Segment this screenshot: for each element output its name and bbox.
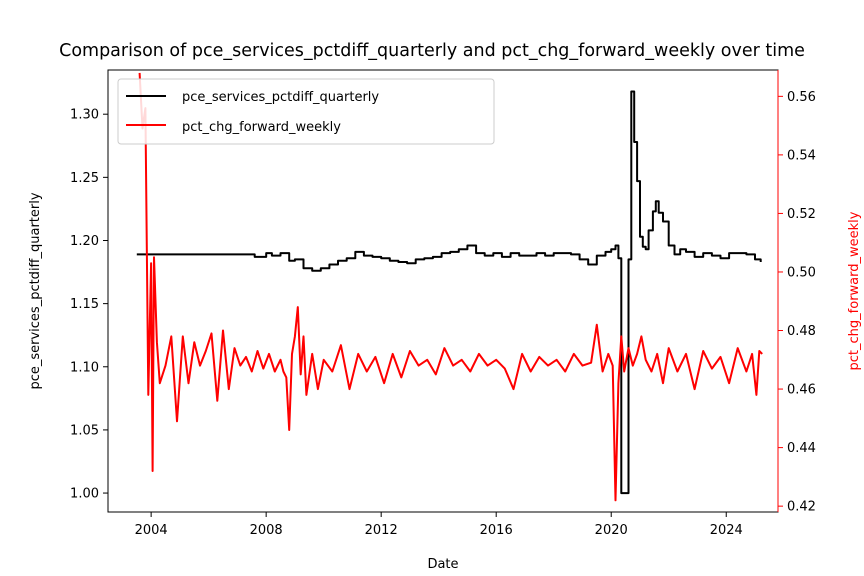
right-y-tick-label: 0.52	[787, 207, 816, 222]
series-line-left	[136, 90, 762, 495]
plot-lines	[136, 72, 763, 502]
legend-label-left-series: pce_services_pctdiff_quarterly	[182, 90, 379, 105]
x-axis-label: Date	[427, 557, 458, 572]
left-y-tick-label: 1.20	[70, 234, 99, 249]
right-y-tick-label: 0.46	[787, 383, 816, 398]
left-y-tick-label: 1.00	[70, 487, 99, 502]
right-y-tick-label: 0.56	[787, 90, 816, 105]
legend-box	[117, 78, 495, 145]
legend-label-right-series: pct_chg_forward_weekly	[182, 120, 341, 135]
x-tick-label: 2024	[710, 523, 743, 538]
legend: pce_services_pctdiff_quarterly pct_chg_f…	[117, 78, 495, 145]
x-tick-label: 2008	[250, 523, 283, 538]
left-y-axis: 1.00 1.05 1.10 1.15 1.20 1.25 1.30	[70, 108, 108, 502]
left-y-tick-label: 1.15	[70, 297, 99, 312]
left-y-tick-label: 1.25	[70, 171, 99, 186]
x-axis: 2004 2008 2012 2016 2020 2024	[135, 512, 743, 538]
x-tick-label: 2004	[135, 523, 168, 538]
right-y-axis-label: pct_chg_forward_weekly	[847, 211, 862, 370]
left-y-tick-label: 1.10	[70, 360, 99, 375]
x-tick-label: 2020	[595, 523, 628, 538]
left-y-tick-label: 1.05	[70, 423, 99, 438]
right-y-tick-label: 0.48	[787, 324, 816, 339]
right-y-tick-label: 0.42	[787, 500, 816, 515]
left-y-tick-label: 1.30	[70, 108, 99, 123]
chart-title: Comparison of pce_services_pctdiff_quart…	[59, 41, 805, 61]
right-y-tick-label: 0.50	[787, 265, 816, 280]
right-y-tick-label: 0.44	[787, 441, 816, 456]
x-tick-label: 2016	[480, 523, 513, 538]
x-tick-label: 2012	[365, 523, 398, 538]
left-y-axis-label: pce_services_pctdiff_quarterly	[28, 192, 43, 389]
series-line-right	[138, 72, 763, 502]
right-y-axis: 0.42 0.44 0.46 0.48 0.50 0.52 0.54 0.56	[778, 90, 816, 515]
right-y-tick-label: 0.54	[787, 148, 816, 163]
